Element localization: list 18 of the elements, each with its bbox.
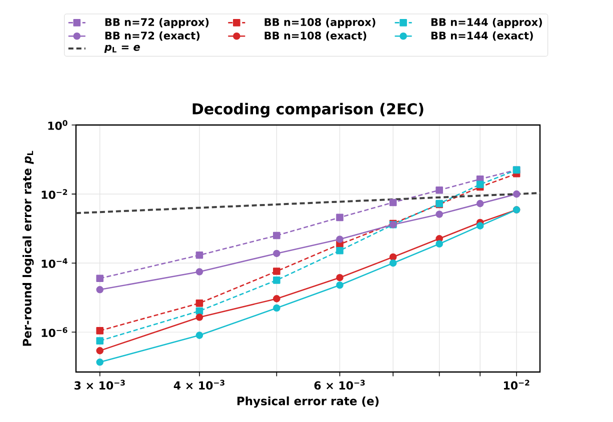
- legend-label: BB n=72 (exact): [105, 31, 200, 41]
- legend-label: BB n=144 (exact): [431, 31, 533, 41]
- legend-label: BB n=72 (approx): [105, 18, 209, 28]
- y-axis-title: Per-round logical error rate p$_{L}$: [22, 150, 34, 346]
- y-tick-label: 10$^{−2}$: [42, 189, 68, 199]
- x-tick-label: 6 × 10$^{−3}$: [314, 380, 365, 390]
- chart-title: Decoding comparison (2EC): [192, 102, 424, 118]
- x-tick-label: 4 × 10$^{−3}$: [174, 380, 224, 390]
- x-tick-label: 3 × 10$^{−3}$: [74, 380, 125, 390]
- legend-label: BB n=108 (approx): [264, 18, 376, 28]
- y-tick-label: 10$^{0}$: [48, 120, 68, 130]
- x-axis-title: Physical error rate (e): [237, 396, 379, 408]
- legend-label: p$_{L}$ = e: [104, 44, 140, 53]
- x-tick-label: 10$^{−2}$: [504, 380, 530, 390]
- y-tick-label: 10$^{−4}$: [42, 258, 68, 268]
- legend-label: BB n=108 (exact): [264, 31, 366, 41]
- legend-label: BB n=144 (approx): [431, 18, 542, 28]
- y-tick-label: 10$^{−6}$: [42, 327, 68, 338]
